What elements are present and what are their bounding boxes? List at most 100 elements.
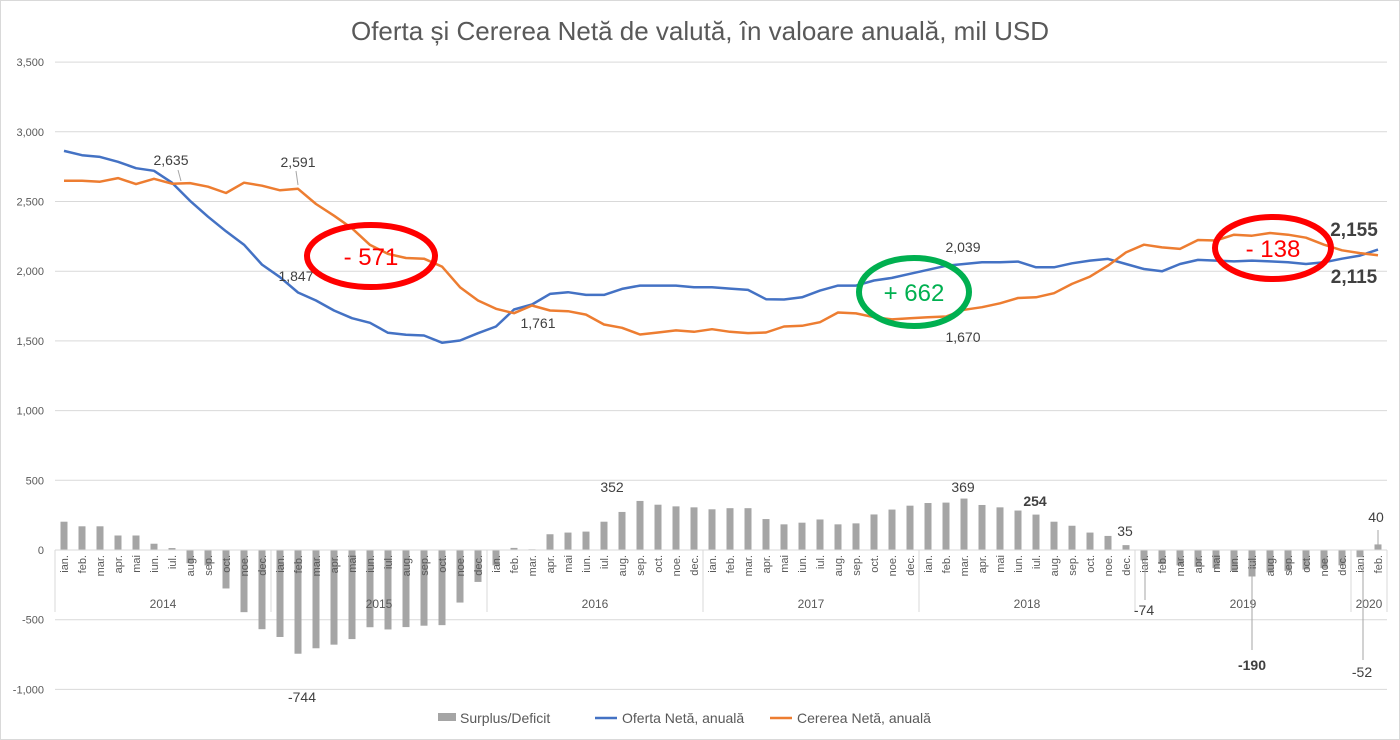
bar [1104,535,1112,550]
bar [870,514,878,550]
data-label: 254 [1023,493,1047,509]
month-label: ian. [707,555,719,573]
month-label: aug. [1265,555,1277,576]
month-label: ian. [275,555,287,573]
month-label: feb. [509,555,521,573]
data-label: 40 [1368,509,1384,525]
month-label: sep. [1067,555,1079,576]
month-label: ian. [1355,555,1367,573]
bar [744,508,752,550]
bar [456,550,464,603]
bar [1212,550,1220,569]
bar [780,524,788,550]
y-tick-label: 1,000 [16,406,44,418]
month-label: aug. [401,555,413,576]
bar [1356,550,1364,558]
month-label: feb. [941,555,953,573]
month-label: mar. [1175,555,1187,576]
data-label: 1,761 [520,315,555,331]
legend-label: Oferta Netă, anuală [622,710,744,726]
bar [384,550,392,630]
bar [762,519,770,550]
month-label: iul. [167,555,179,569]
month-label: iun. [365,555,377,573]
bar [240,550,248,613]
bar [924,503,932,550]
month-label: iun. [1013,555,1025,573]
month-label: mai [995,555,1007,573]
legend: Surplus/Deficit Oferta Netă, anuală Cerere… [438,710,931,726]
bar [186,550,194,564]
month-label: sep. [1283,555,1295,576]
month-label: oct. [221,555,233,573]
y-tick-label: -500 [22,615,44,627]
bar [420,550,428,626]
data-labels: 2,635 2,591 1,847 1,761 2,039 1,670 2,155 2,115… [153,152,1384,705]
leader-line [177,169,182,182]
annotation-ellipse [856,255,972,329]
bar [276,550,284,637]
month-label: apr. [761,555,773,573]
x-axis: ian. feb. mar. apr. mai iun. iul. aug. sep. oct. n… [54,549,1388,612]
month-label: apr. [329,555,341,573]
data-label: -74 [1134,602,1154,618]
month-label: mar. [311,555,323,576]
month-label: apr. [1193,555,1205,573]
month-label: dec. [689,555,701,576]
month-label: apr. [977,555,989,573]
bar-series [60,498,1382,654]
month-label: mar. [959,555,971,576]
month-label: oct. [1301,555,1313,573]
cererea-line [64,176,1379,336]
month-label: oct. [653,555,665,573]
annotations: - 571 + 662 - 138 [304,214,1334,329]
month-label: sep. [203,555,215,576]
month-label: iul. [1247,555,1259,569]
month-label: sep. [635,555,647,576]
bar [348,550,356,640]
month-label: noe. [239,555,251,576]
month-label: aug. [1049,555,1061,576]
y-tick-label: 3,000 [16,127,44,139]
month-label: iul. [1031,555,1043,569]
bar [402,550,410,628]
y-tick-label: 2,500 [16,197,44,209]
bar [150,543,158,550]
y-tick-label: 500 [26,475,44,487]
bar [1158,550,1166,564]
bar [978,504,986,550]
bar [222,550,230,589]
bar [1302,550,1310,570]
month-label: oct. [437,555,449,573]
bar [564,532,572,550]
month-label: feb. [293,555,305,573]
year-label: 2014 [150,597,177,611]
bar [600,521,608,550]
bar [654,504,662,550]
bar [942,502,950,550]
bar [1338,550,1346,566]
y-tick-label: 1,500 [16,336,44,348]
annotation-text: + 662 [884,280,945,307]
bar [1284,550,1292,571]
data-label: -190 [1238,657,1266,673]
bar [1320,550,1328,569]
bar [690,507,698,550]
bar [96,526,104,550]
bar [258,550,266,630]
month-label: sep. [851,555,863,576]
data-label: 2,635 [153,152,188,168]
month-label: noe. [671,555,683,576]
y-tick-label: -1,000 [13,684,44,696]
month-label: mai [131,555,143,573]
annotation-text: - 138 [1246,236,1301,263]
bar [204,550,212,566]
bar [1374,544,1382,550]
data-label: -52 [1352,664,1372,680]
month-label: noe. [887,555,899,576]
legend-label: Cererea Netă, anuală [797,710,931,726]
bar [312,550,320,649]
data-label: 2,591 [280,154,315,170]
month-label: ian. [491,555,503,573]
bar [582,531,590,550]
